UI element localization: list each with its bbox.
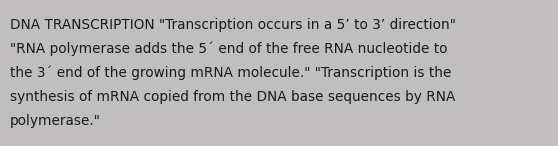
Text: "RNA polymerase adds the 5´ end of the free RNA nucleotide to: "RNA polymerase adds the 5´ end of the f… — [10, 42, 448, 57]
Text: DNA TRANSCRIPTION "Transcription occurs in a 5’ to 3’ direction": DNA TRANSCRIPTION "Transcription occurs … — [10, 18, 456, 32]
Text: polymerase.": polymerase." — [10, 114, 101, 128]
Text: the 3´ end of the growing mRNA molecule." "Transcription is the: the 3´ end of the growing mRNA molecule.… — [10, 66, 451, 80]
Text: synthesis of mRNA copied from the DNA base sequences by RNA: synthesis of mRNA copied from the DNA ba… — [10, 90, 455, 104]
